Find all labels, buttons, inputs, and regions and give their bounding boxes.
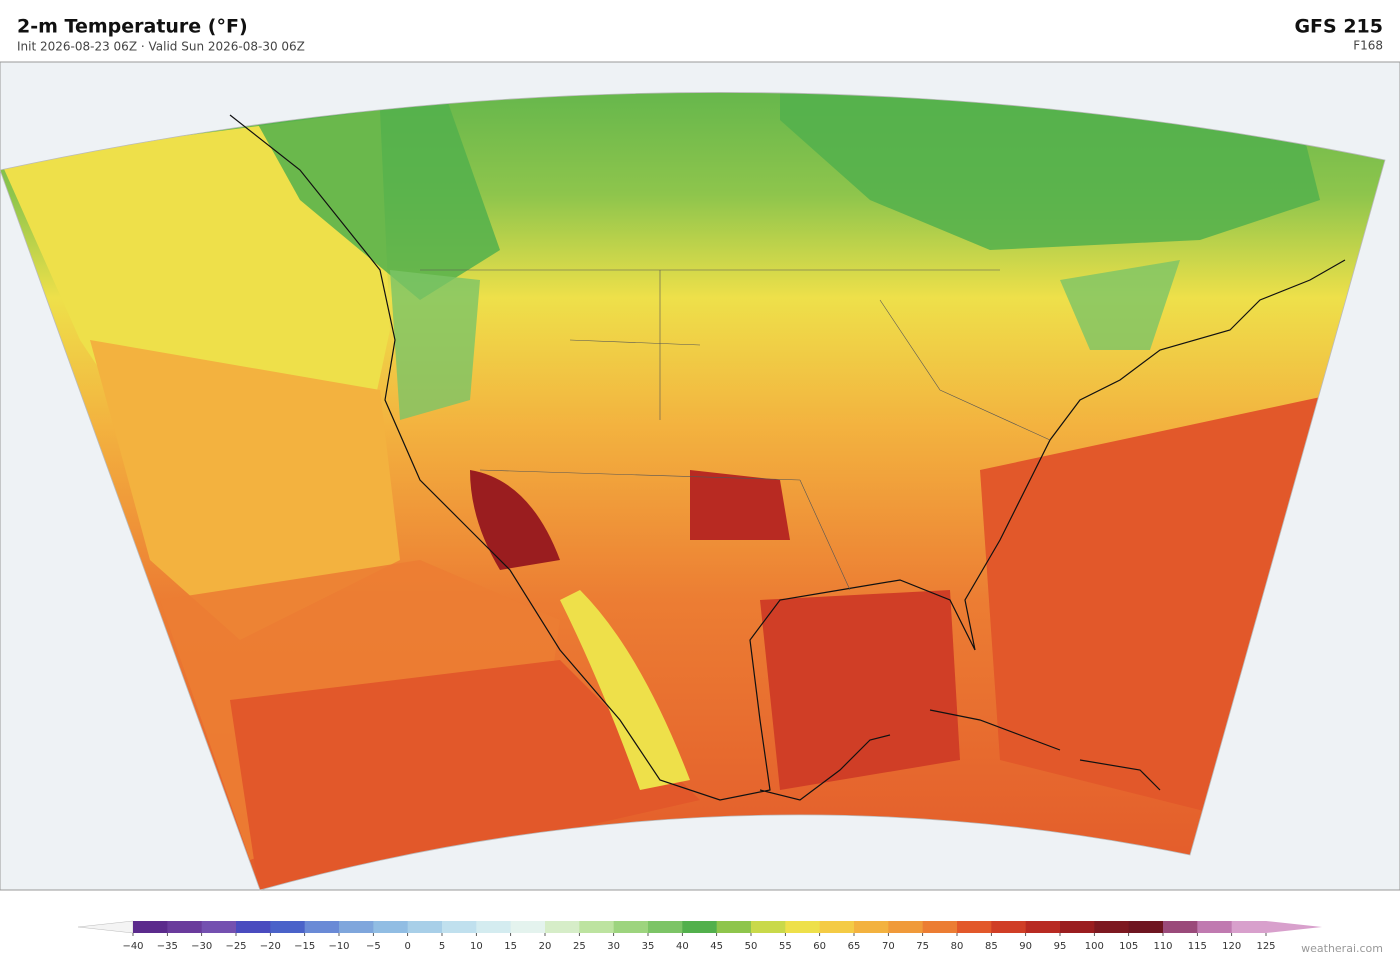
- colorbar-bin: [785, 921, 821, 933]
- colorbar-bin: [957, 921, 992, 933]
- colorbar-bin: [476, 921, 512, 933]
- colorbar-bin: [682, 921, 718, 933]
- colorbar-tick-label: −15: [294, 941, 315, 952]
- colorbar-tick-label: 10: [470, 941, 483, 952]
- colorbar-bin: [716, 921, 752, 933]
- colorbar-tick-label: 50: [745, 941, 758, 952]
- colorbar-tick-label: 55: [779, 941, 792, 952]
- colorbar-tick-label: 65: [848, 941, 861, 952]
- colorbar-tick-label: 35: [642, 941, 655, 952]
- colorbar-tick-label: 95: [1054, 941, 1067, 952]
- colorbar-bin: [442, 921, 477, 933]
- colorbar-tick-label: 15: [504, 941, 517, 952]
- colorbar-bin: [819, 921, 855, 933]
- colorbar-tick-label: −30: [191, 941, 212, 952]
- colorbar-tick-label: 75: [916, 941, 929, 952]
- colorbar-bin: [407, 921, 443, 933]
- colorbar-under: [77, 920, 134, 934]
- colorbar-tick-label: 125: [1256, 941, 1275, 952]
- colorbar-bin: [167, 921, 203, 933]
- map: [0, 61, 1400, 891]
- colorbar-bin: [339, 921, 374, 933]
- colorbar-tick-label: 80: [951, 941, 964, 952]
- colorbar-tick-label: 25: [573, 941, 586, 952]
- model: GFS 215: [1294, 16, 1383, 38]
- colorbar-tick-label: 115: [1188, 941, 1207, 952]
- colorbar-bin: [270, 921, 306, 933]
- colorbar-tick-label: 100: [1085, 941, 1104, 952]
- title: 2-m Temperature (°F): [17, 16, 248, 38]
- colorbar-bin: [373, 921, 409, 933]
- colorbar-tick-label: −40: [122, 941, 143, 952]
- colorbar-bin: [1094, 921, 1130, 933]
- colorbar-tick-label: 45: [710, 941, 723, 952]
- colorbar-bin: [991, 921, 1027, 933]
- colorbar-over: [1266, 921, 1322, 933]
- colorbar-bin: [1163, 921, 1198, 933]
- subtitle: Init 2026-08-23 06Z · Valid Sun 2026-08-…: [17, 40, 305, 54]
- colorbar-tick-label: 90: [1019, 941, 1032, 952]
- colorbar-tick-label: 110: [1153, 941, 1172, 952]
- colorbar-tick-label: −5: [366, 941, 381, 952]
- colorbar-bin: [579, 921, 615, 933]
- colorbar-tick-label: 20: [539, 941, 552, 952]
- colorbar-tick-label: −25: [225, 941, 246, 952]
- colorbar-bin: [1060, 921, 1095, 933]
- colorbar-tick-label: 105: [1119, 941, 1138, 952]
- colorbar-tick-label: 40: [676, 941, 689, 952]
- colorbar-tick-label: −10: [328, 941, 349, 952]
- credit: weatherai.com: [1301, 942, 1383, 955]
- colorbar-bin: [613, 921, 649, 933]
- colorbar-bin: [236, 921, 271, 933]
- colorbar-bin: [510, 921, 546, 933]
- colorbar-bin: [888, 921, 924, 933]
- colorbar-tick-label: 85: [985, 941, 998, 952]
- colorbar-bin: [304, 921, 340, 933]
- colorbar: −40 −35 −30 −25 −20 −15 −10 −5 0 5 10 15 20 25 30 35 40 4…: [77, 920, 1322, 952]
- colorbar-bin: [751, 921, 786, 933]
- colorbar-tick-label: 60: [813, 941, 826, 952]
- colorbar-bin: [1197, 921, 1233, 933]
- colorbar-bin: [1025, 921, 1061, 933]
- forecast-hour: F168: [1353, 39, 1383, 53]
- colorbar-bin: [1128, 921, 1164, 933]
- colorbar-tick-label: 30: [607, 941, 620, 952]
- colorbar-tick-label: −35: [157, 941, 178, 952]
- colorbar-tick-label: 120: [1222, 941, 1241, 952]
- colorbar-bin: [201, 921, 237, 933]
- colorbar-tick-label: 70: [882, 941, 895, 952]
- colorbar-bin: [854, 921, 889, 933]
- colorbar-bin: [133, 921, 168, 933]
- colorbar-bin: [922, 921, 958, 933]
- colorbar-tick-label: 0: [404, 941, 410, 952]
- colorbar-bin: [545, 921, 580, 933]
- colorbar-tick-label: −20: [260, 941, 281, 952]
- colorbar-tick-label: 5: [439, 941, 445, 952]
- colorbar-bin: [1231, 921, 1267, 933]
- colorbar-bin: [648, 921, 683, 933]
